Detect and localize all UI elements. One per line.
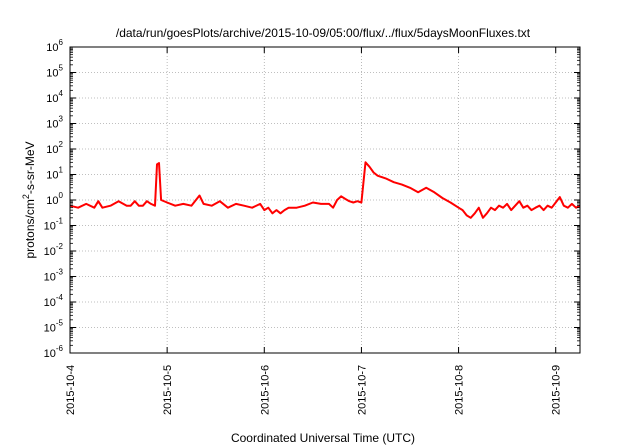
x-axis-label: Coordinated Universal Time (UTC) — [231, 431, 415, 445]
y-axis-label: protons/cm2-s-sr-MeV — [21, 141, 37, 258]
grid-lines — [69, 47, 580, 353]
y-tick-label: 10-6 — [44, 344, 64, 360]
x-tick-label: 2015-10-5 — [162, 365, 174, 415]
plot-series — [69, 161, 581, 219]
x-tick-label: 2015-10-6 — [259, 365, 271, 415]
series-line — [69, 161, 581, 219]
x-tick-label: 2015-10-4 — [65, 365, 77, 415]
y-tick-label: 10-3 — [44, 268, 64, 284]
x-tick-labels: 2015-10-4 2015-10-5 2015-10-6 2015-10-7 2015… — [65, 365, 563, 415]
x-tick-label: 2015-10-7 — [356, 365, 368, 415]
y-tick-label: 10-2 — [44, 242, 64, 258]
y-tick-label: 103 — [46, 115, 63, 131]
y-tick-label: 104 — [46, 89, 63, 105]
chart-title: /data/run/goesPlots/archive/2015-10-09/0… — [116, 26, 531, 40]
y-tick-label: 100 — [46, 191, 63, 207]
chart-title-text: /data/run/goesPlots/archive/2015-10-09/0… — [116, 26, 531, 40]
y-tick-label: 105 — [46, 64, 63, 80]
y-tick-label: 106 — [46, 38, 63, 54]
y-tick-label: 101 — [46, 166, 63, 182]
y-tick-label: 10-5 — [44, 319, 64, 335]
y-tick-labels: 10-6 10-5 10-4 10-3 10-2 10-1 100 101 102 103 104 1… — [44, 38, 64, 360]
x-tick-label: 2015-10-8 — [454, 365, 466, 415]
y-tick-label: 10-4 — [44, 293, 64, 309]
x-tick-label: 2015-10-9 — [551, 365, 563, 415]
y-tick-label: 102 — [46, 140, 63, 156]
y-tick-label: 10-1 — [44, 217, 64, 233]
plot-axes — [69, 46, 581, 354]
